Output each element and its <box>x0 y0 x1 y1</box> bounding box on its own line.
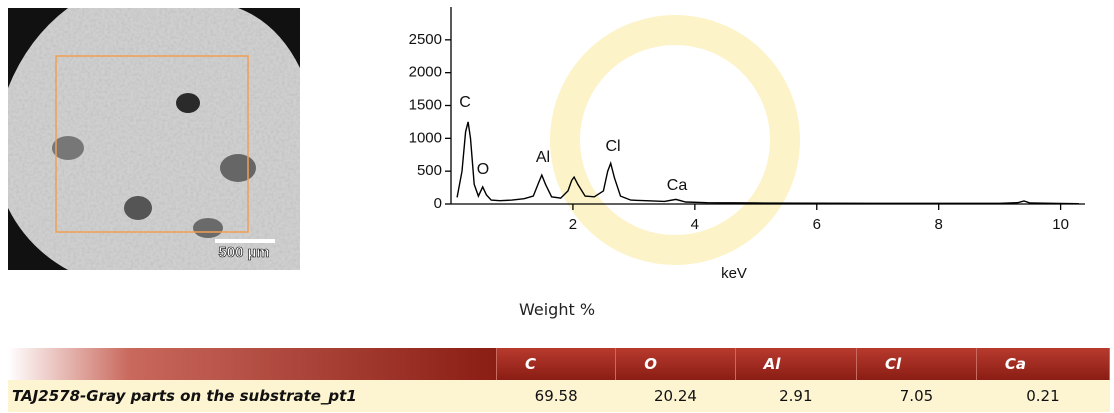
spectrum-chart: keV 0 500 1000 1500 2000 2500 2 4 6 8 10 C O Al Cl Ca <box>385 0 1110 280</box>
y-tick-label: 0 <box>434 195 442 212</box>
y-tick-label: 1500 <box>409 96 442 113</box>
peak-label: Cl <box>605 138 620 155</box>
peak-label: O <box>477 161 489 178</box>
cell-value: 0.21 <box>976 380 1109 412</box>
x-tick-label: 4 <box>691 216 699 233</box>
column-header: Al <box>735 348 856 380</box>
y-tick-label: 1000 <box>409 129 442 146</box>
x-tick-label: 6 <box>813 216 821 233</box>
peak-label: Al <box>536 149 550 166</box>
peak-label: Ca <box>667 177 688 194</box>
cell-value: 20.24 <box>616 380 735 412</box>
cell-value: 69.58 <box>497 380 616 412</box>
x-tick-label: 2 <box>569 216 577 233</box>
column-header: C <box>497 348 616 380</box>
y-tick-label: 2000 <box>409 64 442 81</box>
y-tick-label: 2500 <box>409 31 442 48</box>
x-axis-label: keV <box>721 265 747 280</box>
header-blank <box>8 348 497 380</box>
x-tick-label: 8 <box>935 216 943 233</box>
column-header: Cl <box>857 348 977 380</box>
x-tick-label: 10 <box>1052 216 1069 233</box>
sem-image: 500 µm <box>8 8 300 270</box>
row-label: TAJ2578-Gray parts on the substrate_pt1 <box>8 380 497 412</box>
peak-label: C <box>459 94 471 111</box>
cell-value: 7.05 <box>857 380 977 412</box>
y-tick-label: 500 <box>417 162 442 179</box>
page: 500 µm keV 05001000150020002500246810COA… <box>0 0 1114 413</box>
column-header: O <box>616 348 735 380</box>
column-header: Ca <box>976 348 1109 380</box>
caption: Weight % <box>0 300 1114 319</box>
cell-value: 2.91 <box>735 380 856 412</box>
scale-bar-label: 500 µm <box>218 244 269 261</box>
